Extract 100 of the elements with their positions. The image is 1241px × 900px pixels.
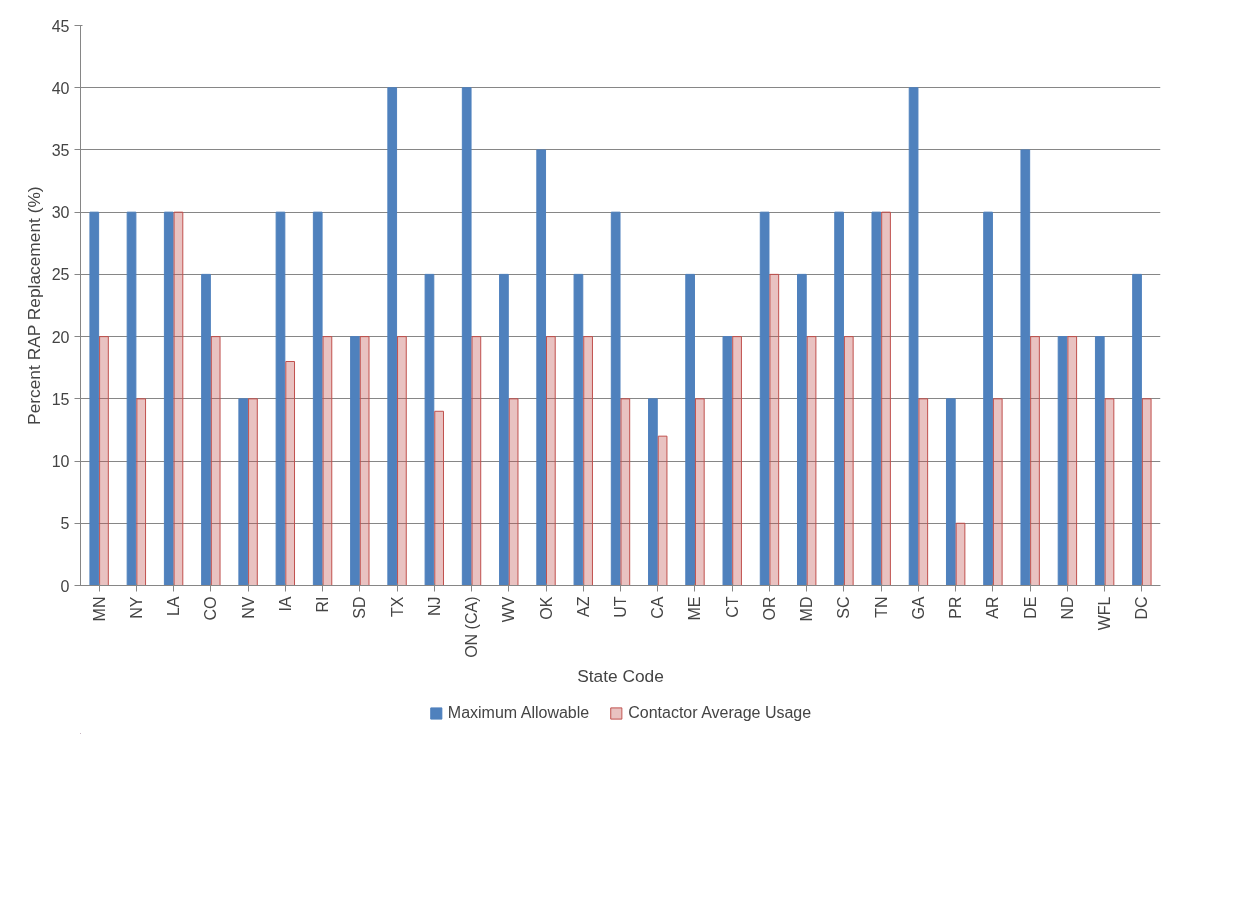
bar — [163, 211, 174, 586]
bar — [1067, 336, 1078, 586]
bar — [908, 87, 919, 586]
bar — [546, 336, 556, 586]
y-tick-label: 40 — [51, 79, 70, 97]
x-tick-label: AZ — [574, 596, 592, 617]
bar — [248, 398, 258, 586]
bar — [434, 410, 444, 586]
x-tick-label: NJ — [425, 596, 443, 617]
bar — [1094, 336, 1105, 586]
x-tick-label: MN — [90, 596, 108, 622]
x-tick-label: OR — [760, 596, 778, 621]
bar — [201, 273, 211, 586]
x-tick-label: SC — [835, 596, 853, 619]
bar — [955, 522, 966, 586]
x-tick-label: NV — [239, 596, 257, 619]
bar — [350, 336, 360, 586]
bar — [834, 211, 844, 586]
x-tick-label: AR — [984, 596, 1002, 619]
bar — [424, 273, 435, 586]
x-tick-label: NY — [127, 596, 145, 619]
y-tick-label: 10 — [51, 453, 70, 471]
bar — [99, 336, 109, 586]
bar — [359, 336, 370, 586]
bar — [1141, 398, 1152, 586]
bar — [573, 273, 584, 586]
bar — [797, 273, 807, 586]
bar — [1104, 398, 1115, 586]
x-tick-label: RI — [314, 596, 332, 613]
x-axis-title: State Code — [577, 665, 664, 686]
bar — [648, 398, 658, 586]
bar — [620, 398, 631, 586]
x-tick-label: UT — [612, 596, 629, 618]
y-tick-label: 15 — [51, 390, 70, 408]
y-tick-label: 0 — [60, 577, 70, 595]
x-tick-label: WFL — [1096, 596, 1114, 631]
bar — [508, 398, 519, 586]
bar — [759, 211, 770, 586]
y-tick-label: 5 — [60, 515, 70, 533]
x-tick-label: ON (CA) — [463, 596, 481, 658]
bar — [610, 211, 621, 586]
bar — [583, 336, 593, 586]
bar — [312, 211, 323, 586]
bar — [685, 273, 695, 586]
x-tick-label: ND — [1058, 596, 1076, 620]
bar — [1132, 273, 1142, 586]
bar — [89, 211, 100, 586]
x-tick-label: WV — [500, 596, 518, 623]
bar — [983, 211, 993, 586]
bar — [136, 398, 147, 586]
x-tick-label: TN — [872, 596, 890, 618]
bar — [945, 398, 956, 586]
legend-label: Contactor Average Usage — [628, 704, 812, 722]
bar — [657, 435, 668, 586]
x-tick-label: PR — [947, 596, 965, 619]
x-tick-label: CT — [723, 596, 741, 618]
bar — [387, 87, 398, 586]
y-tick-label: 35 — [51, 141, 70, 159]
bar — [843, 336, 854, 586]
bar — [536, 149, 547, 586]
bar — [806, 336, 817, 586]
x-tick-label: IA — [276, 596, 294, 612]
bar — [732, 336, 742, 586]
bar — [769, 273, 780, 586]
y-tick-label: 20 — [51, 328, 70, 346]
bar — [210, 336, 221, 586]
x-tick-label: DE — [1021, 596, 1039, 619]
bar — [722, 336, 733, 586]
bar — [285, 361, 296, 586]
x-tick-label: CO — [202, 596, 220, 621]
bar — [397, 336, 407, 586]
y-tick-label: 25 — [51, 266, 70, 284]
bar — [1030, 336, 1040, 586]
x-tick-label: DC — [1133, 596, 1151, 620]
bar — [126, 211, 137, 586]
bar — [918, 398, 929, 586]
y-tick-label: 30 — [51, 204, 70, 222]
x-tick-label: ME — [686, 596, 704, 621]
bar — [499, 273, 509, 586]
x-tick-label: LA — [165, 596, 183, 617]
legend-label: Maximum Allowable — [447, 704, 590, 722]
x-tick-label: TX — [388, 596, 406, 617]
bar — [238, 398, 249, 586]
bar — [461, 87, 472, 586]
bar — [871, 211, 882, 586]
bar — [471, 336, 482, 586]
bar — [1057, 336, 1068, 586]
bar — [275, 211, 286, 586]
x-tick-label: GA — [909, 596, 927, 620]
bar — [173, 211, 184, 586]
x-tick-label: CA — [649, 596, 667, 619]
bar — [1020, 149, 1031, 586]
y-axis-title: Percent RAP Replacement (%) — [23, 186, 44, 425]
x-tick-label: MD — [798, 596, 816, 622]
bar — [322, 336, 333, 586]
bar — [881, 211, 891, 586]
bar — [694, 398, 705, 586]
x-tick-label: SD — [351, 596, 369, 619]
y-tick-label: 45 — [51, 17, 70, 35]
bar — [992, 398, 1003, 586]
